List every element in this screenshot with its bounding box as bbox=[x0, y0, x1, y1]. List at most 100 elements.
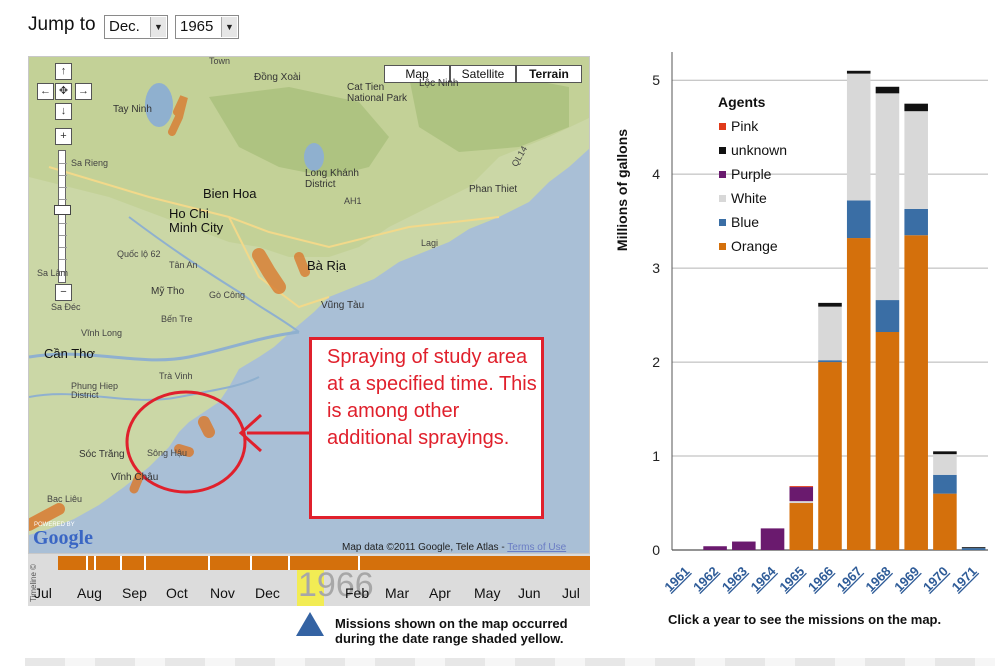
bar-segment-white[interactable] bbox=[904, 111, 928, 209]
bar-segment-orange[interactable] bbox=[933, 493, 957, 550]
bar-segment-unknown[interactable] bbox=[961, 547, 986, 549]
year-link[interactable]: 1961 bbox=[661, 564, 692, 595]
year-link[interactable]: 1970 bbox=[920, 564, 951, 595]
place-label: Phan Thiet bbox=[469, 184, 518, 195]
bar-segment-white[interactable] bbox=[933, 454, 957, 475]
timeline-month[interactable]: Feb bbox=[345, 585, 370, 601]
chevron-down-icon[interactable]: ▼ bbox=[150, 17, 166, 37]
bar-segment-purple[interactable] bbox=[732, 541, 756, 550]
bar-segment-orange[interactable] bbox=[818, 362, 842, 550]
place-label: Sông Hậu bbox=[147, 448, 188, 458]
place-label: Bac Liêu bbox=[47, 494, 83, 504]
year-link[interactable]: 1964 bbox=[748, 563, 780, 595]
bar-segment-pink[interactable] bbox=[789, 486, 814, 488]
timeline-month[interactable]: Nov bbox=[210, 585, 235, 601]
bar-segment-unknown[interactable] bbox=[846, 70, 871, 74]
legend-swatch bbox=[719, 219, 726, 226]
place-label: Bien Hoa bbox=[203, 186, 257, 201]
bar-segment-purple[interactable] bbox=[789, 487, 814, 502]
legend-label: Pink bbox=[731, 118, 759, 134]
river bbox=[29, 330, 300, 362]
pan-down-icon[interactable]: ↓ bbox=[55, 103, 72, 120]
year-link[interactable]: 1965 bbox=[776, 564, 807, 595]
year-select[interactable]: 1965 ▼ bbox=[175, 15, 239, 39]
bar-segment-white[interactable] bbox=[818, 306, 842, 361]
bar-segment-orange[interactable] bbox=[875, 332, 900, 550]
timeline-month[interactable]: Jul bbox=[562, 585, 580, 601]
year-link[interactable]: 1969 bbox=[891, 564, 922, 595]
bar-segment-unknown[interactable] bbox=[904, 103, 928, 112]
pan-up-icon[interactable]: ↑ bbox=[55, 63, 72, 80]
annotation-arrowhead bbox=[238, 413, 263, 453]
bar-segment-blue[interactable] bbox=[846, 200, 871, 239]
y-tick-label: 0 bbox=[652, 542, 660, 558]
bar-segment-blue[interactable] bbox=[933, 474, 957, 494]
year-link[interactable]: 1967 bbox=[834, 564, 865, 595]
bar-segment-white[interactable] bbox=[789, 501, 814, 504]
chevron-down-icon[interactable]: ▼ bbox=[221, 17, 237, 37]
timeline-month[interactable]: Jun bbox=[518, 585, 541, 601]
bar-segment-unknown[interactable] bbox=[933, 451, 957, 455]
legend-label: White bbox=[731, 190, 767, 206]
bar-segment-blue[interactable] bbox=[875, 300, 900, 333]
timeline-month[interactable]: Aug bbox=[77, 585, 102, 601]
bar-segment-unknown[interactable] bbox=[818, 302, 842, 307]
map-view[interactable]: Map Satellite Terrain ↑ ← ✥ → ↓ + − Town… bbox=[28, 56, 590, 554]
place-label: Ho Chi Minh City bbox=[169, 206, 224, 235]
bar-segment-unknown[interactable] bbox=[875, 86, 900, 94]
timeline-month[interactable]: May bbox=[474, 585, 501, 601]
map-type-satellite-button[interactable]: Satellite bbox=[450, 65, 516, 83]
bar-segment-blue[interactable] bbox=[904, 208, 928, 236]
pan-right-icon[interactable]: → bbox=[75, 83, 92, 100]
timeline-month[interactable]: Sep bbox=[122, 585, 147, 601]
place-label: Trà Vinh bbox=[159, 371, 193, 381]
jump-to-label: Jump to bbox=[28, 14, 96, 35]
zoom-out-icon[interactable]: − bbox=[55, 284, 72, 301]
bar-segment-white[interactable] bbox=[846, 73, 871, 201]
timeline-month[interactable]: Dec bbox=[255, 585, 280, 601]
terms-of-use-link[interactable]: Terms of Use bbox=[507, 542, 567, 553]
bar-segment-purple[interactable] bbox=[703, 546, 727, 550]
place-label: AH1 bbox=[344, 196, 362, 206]
timeline[interactable]: 1966 Timeline © Jul Aug Sep Oct Nov Dec … bbox=[28, 554, 590, 606]
map-type-terrain-button[interactable]: Terrain bbox=[516, 65, 582, 83]
map-type-map-button[interactable]: Map bbox=[384, 65, 450, 83]
legend-swatch bbox=[719, 123, 726, 130]
year-link[interactable]: 1971 bbox=[949, 564, 980, 595]
footer-strip bbox=[25, 658, 995, 666]
place-label: Sa Lâm bbox=[37, 268, 69, 278]
zoom-in-icon[interactable]: + bbox=[55, 128, 72, 145]
bar-segment-orange[interactable] bbox=[789, 503, 814, 550]
spray-patch bbox=[294, 252, 310, 277]
bar-segment-orange[interactable] bbox=[846, 238, 871, 550]
pan-center-icon[interactable]: ✥ bbox=[55, 83, 72, 100]
spray-patch bbox=[252, 248, 286, 294]
bar-segment-purple[interactable] bbox=[760, 528, 785, 550]
place-label: Town bbox=[209, 56, 231, 66]
timeline-month[interactable]: Jul bbox=[34, 585, 52, 601]
powered-by-text: POWERED BY bbox=[34, 522, 75, 528]
timeline-month[interactable]: Apr bbox=[429, 585, 451, 601]
chart-bars[interactable] bbox=[703, 70, 986, 550]
year-link[interactable]: 1963 bbox=[719, 564, 750, 595]
bar-segment-blue[interactable] bbox=[961, 548, 986, 550]
chart-x-ticks[interactable]: 1961196219631964196519661967196819691970… bbox=[661, 563, 979, 595]
bar-segment-white[interactable] bbox=[875, 93, 900, 301]
zoom-slider-thumb[interactable] bbox=[54, 205, 71, 215]
timeline-selected-range[interactable] bbox=[297, 570, 324, 606]
timeline-month[interactable]: Oct bbox=[166, 585, 188, 601]
year-link[interactable]: 1962 bbox=[690, 564, 721, 595]
google-logo[interactable]: Google bbox=[33, 527, 93, 549]
year-link[interactable]: 1966 bbox=[805, 564, 836, 595]
bar-segment-orange[interactable] bbox=[904, 235, 928, 550]
year-link[interactable]: 1968 bbox=[863, 564, 894, 595]
annotation-circle bbox=[125, 390, 247, 494]
bar-segment-blue[interactable] bbox=[818, 360, 842, 363]
month-select[interactable]: Dec. ▼ bbox=[104, 15, 168, 39]
zoom-slider[interactable] bbox=[58, 150, 67, 283]
place-label: Tay Ninh bbox=[113, 104, 152, 115]
timeline-month[interactable]: Mar bbox=[385, 585, 410, 601]
place-label: Vĩnh Long bbox=[81, 328, 123, 338]
pan-left-icon[interactable]: ← bbox=[37, 83, 54, 100]
